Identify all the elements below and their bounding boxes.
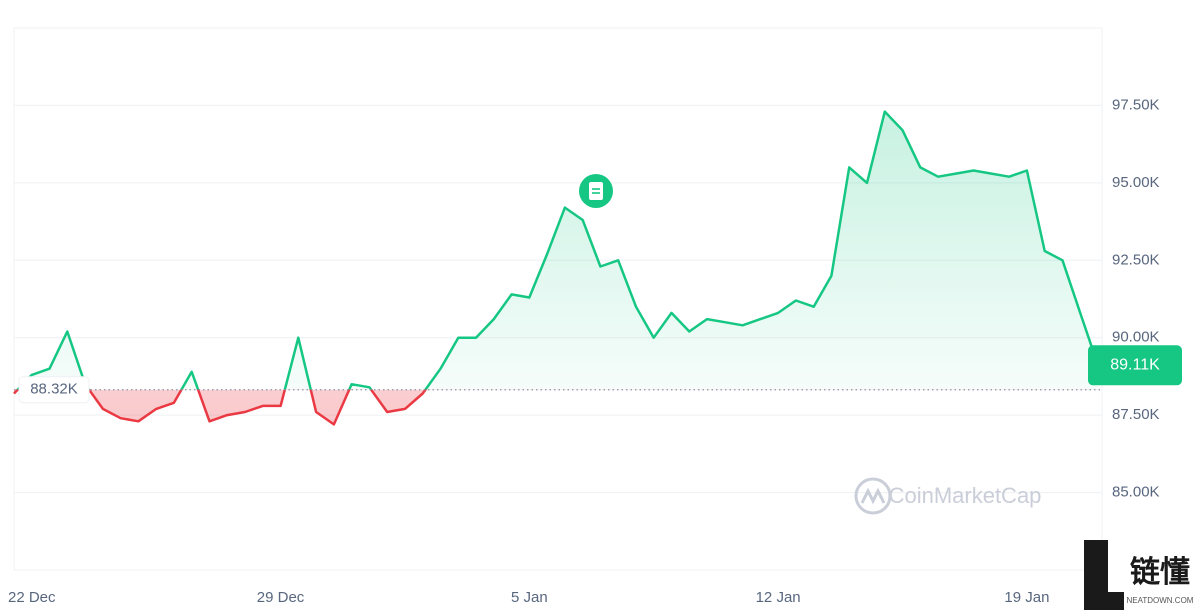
area xyxy=(14,111,1098,425)
x-tick-label: 5 Jan xyxy=(511,589,548,606)
price-label-bg xyxy=(1088,345,1182,386)
price-line xyxy=(13,110,1100,426)
plot-frame xyxy=(13,27,1103,571)
badge-title: 链懂 xyxy=(1130,555,1190,589)
x-tick-label: 12 Jan xyxy=(756,589,801,606)
watermark: CoinMarketCap xyxy=(889,483,1042,508)
y-tick-label: 92.50K xyxy=(1112,251,1160,268)
news-marker[interactable] xyxy=(579,174,613,208)
y-tick-label: 95.00K xyxy=(1112,174,1160,191)
y-tick-label: 97.50K xyxy=(1112,96,1160,113)
badge-subtitle: NEATDOWN.COM xyxy=(1127,596,1194,605)
x-tick-label: 19 Jan xyxy=(1004,589,1049,606)
y-tick-label: 90.00K xyxy=(1112,329,1160,346)
x-tick-label: 29 Dec xyxy=(257,589,305,606)
watermark-logo xyxy=(854,477,892,515)
badge: 链懂 NEATDOWN.COM xyxy=(1084,540,1194,610)
baseline-label-bg xyxy=(18,376,90,404)
y-tick-label: 85.00K xyxy=(1112,484,1160,501)
price-label: 89.11K xyxy=(1110,356,1160,373)
baseline-label: 88.32K xyxy=(30,381,78,398)
x-tick-label: 22 Dec xyxy=(8,589,56,606)
y-tick-label: 87.50K xyxy=(1112,406,1160,423)
